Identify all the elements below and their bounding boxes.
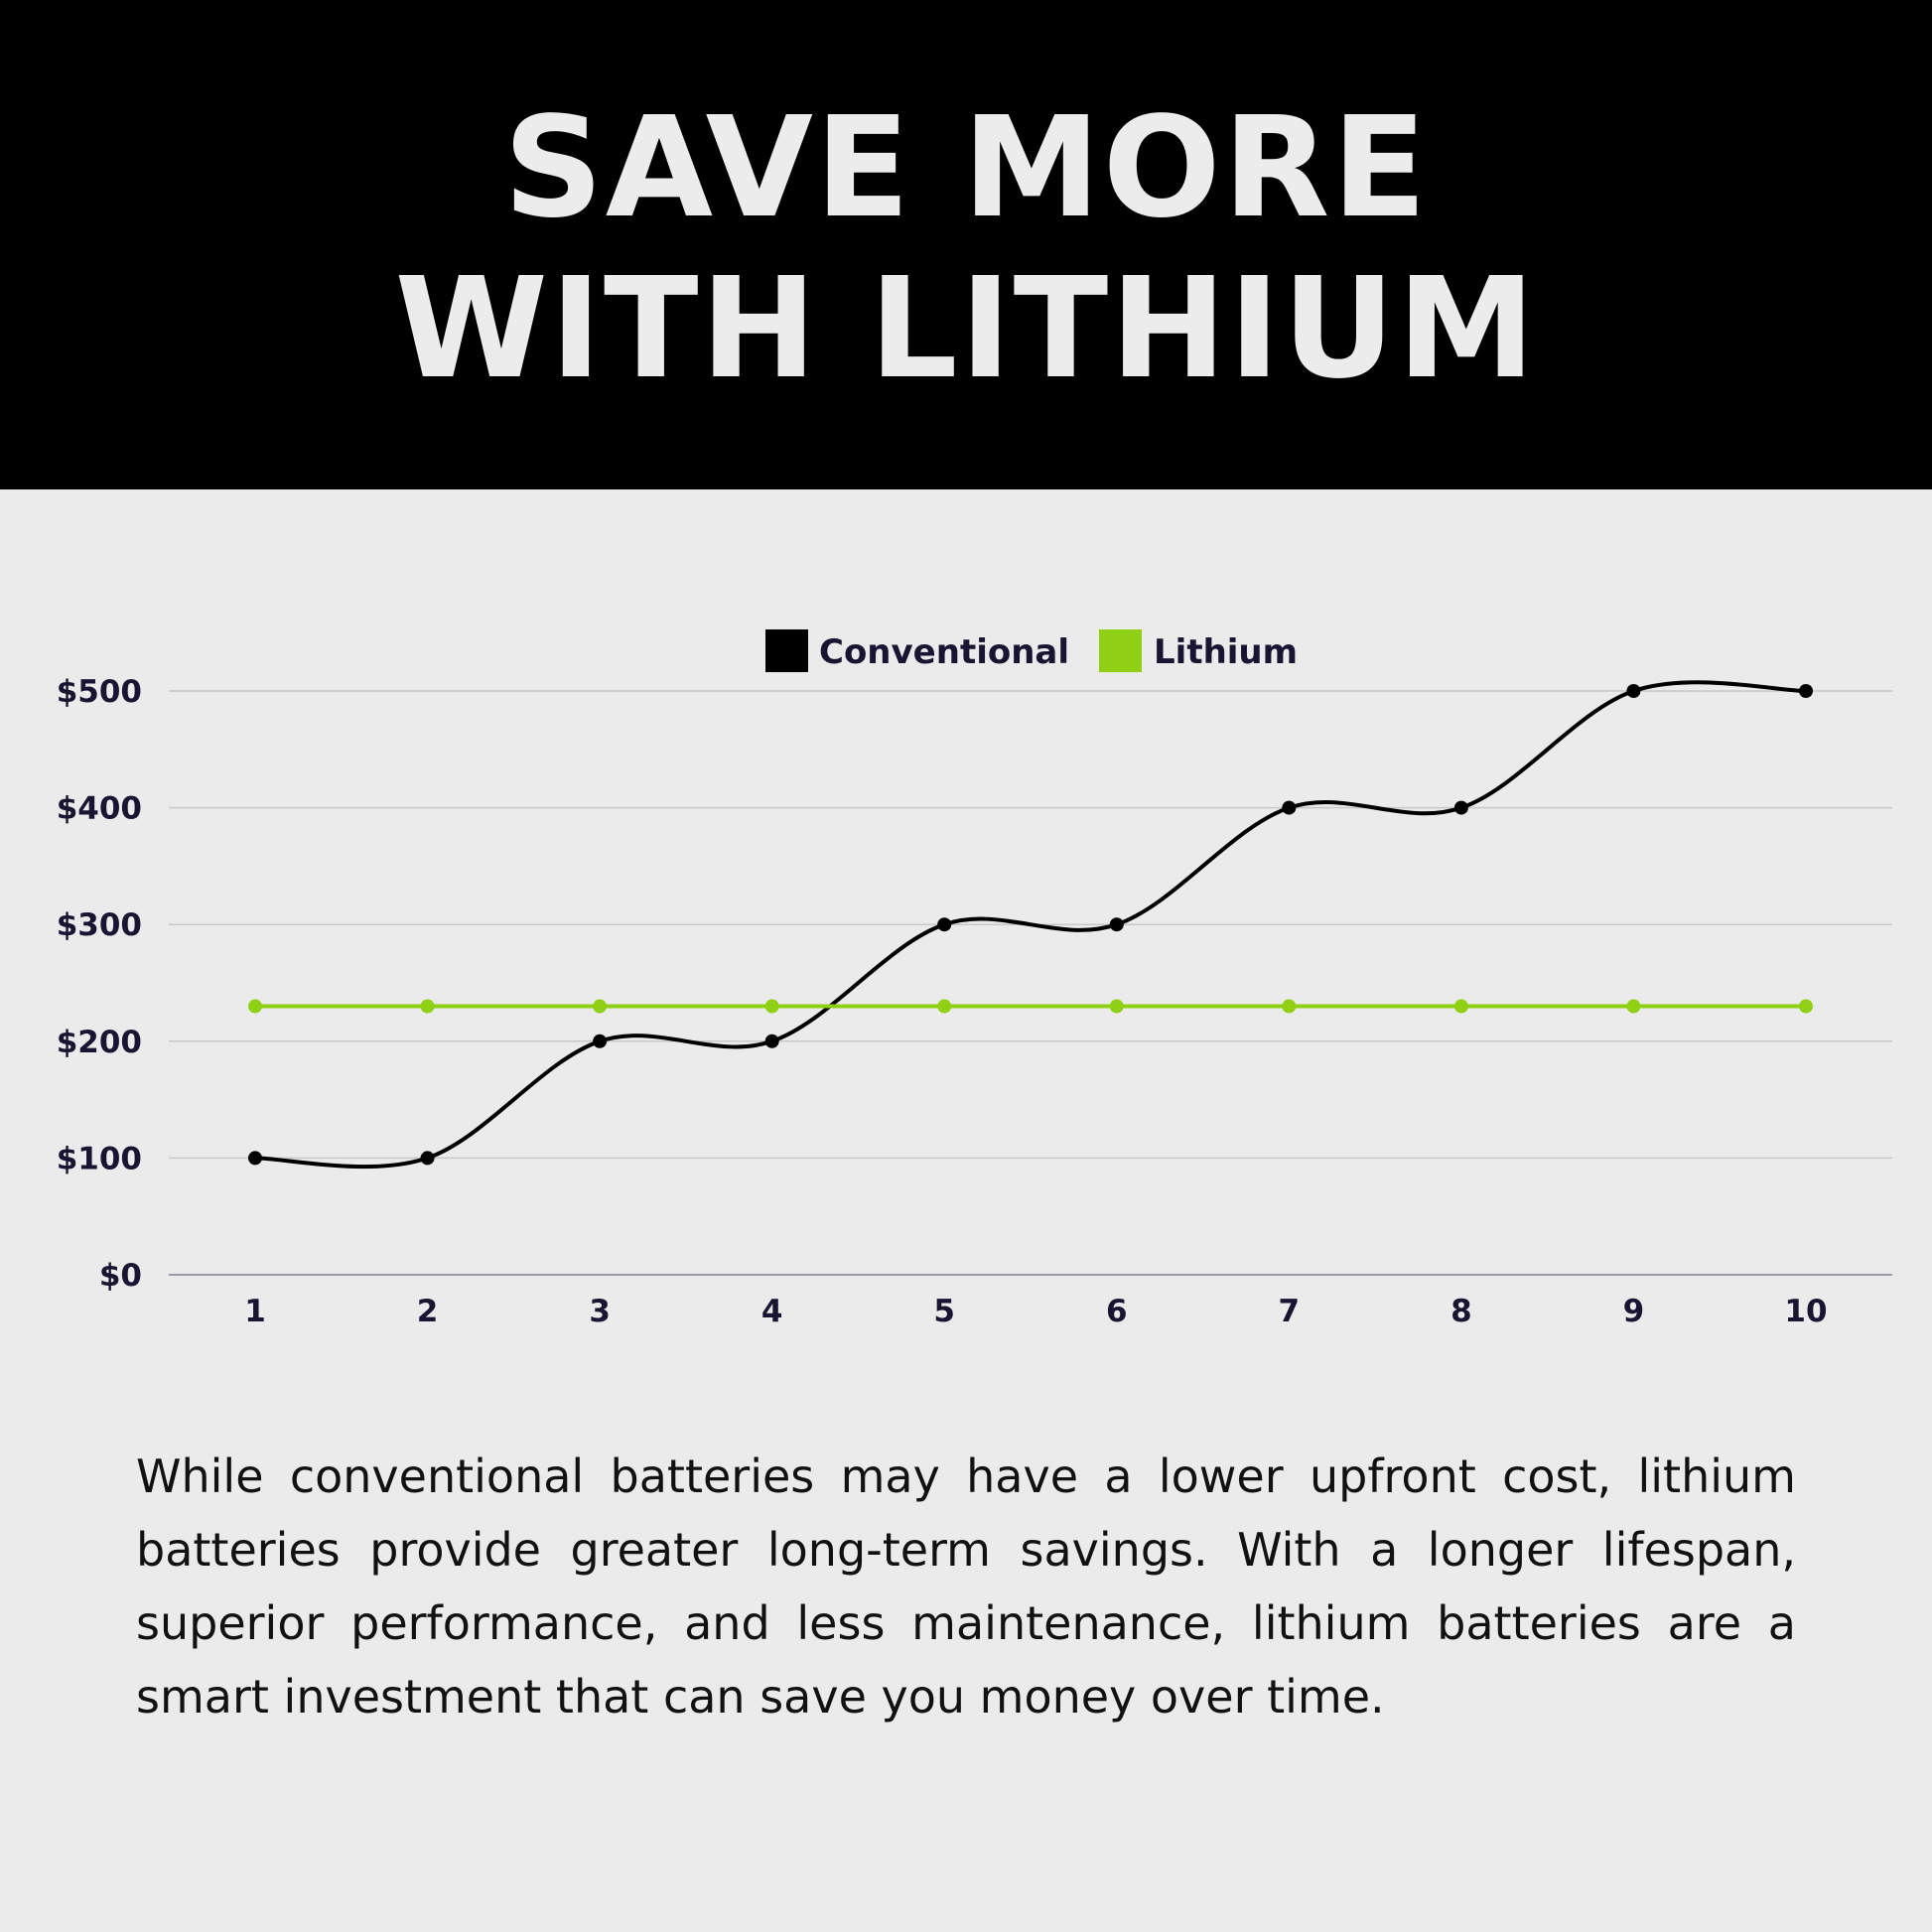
data-point-conventional (593, 1034, 608, 1048)
legend-swatch-conventional (765, 629, 808, 672)
data-point-conventional (248, 1151, 262, 1166)
x-tick-label: 1 (244, 1294, 266, 1329)
data-point-lithium (937, 999, 952, 1014)
x-tick-label: 5 (933, 1294, 955, 1329)
legend-label-lithium: Lithium (1154, 632, 1298, 672)
y-tick-label: $400 (57, 791, 142, 827)
y-tick-label: $300 (57, 907, 142, 943)
data-point-lithium (248, 999, 262, 1014)
data-point-conventional (1109, 917, 1124, 932)
x-tick-label: 9 (1623, 1294, 1645, 1329)
data-point-lithium (1453, 999, 1468, 1014)
y-tick-label: $100 (57, 1141, 142, 1176)
legend-label-conventional: Conventional (819, 632, 1069, 672)
data-point-lithium (1799, 999, 1813, 1014)
x-tick-label: 10 (1784, 1294, 1827, 1329)
data-point-conventional (1799, 684, 1813, 698)
title-line-1: SAVE MORE (502, 87, 1430, 249)
data-point-lithium (593, 999, 608, 1014)
y-tick-label: $500 (57, 674, 142, 710)
x-tick-label: 3 (589, 1294, 611, 1329)
description-paragraph: While conventional batteries may have a … (136, 1449, 1796, 1724)
title-line-2: WITH LITHIUM (394, 248, 1538, 410)
cost-chart: $0 $100 $200 $300 $400 $500 1 2 3 4 5 6 7 8 9 10 Convent… (57, 629, 1892, 1329)
data-point-conventional (937, 917, 952, 932)
data-point-lithium (764, 999, 779, 1014)
x-tick-label: 2 (417, 1294, 439, 1329)
y-tick-label: $200 (57, 1025, 142, 1060)
legend-swatch-lithium (1099, 629, 1142, 672)
data-point-lithium (1109, 999, 1124, 1014)
data-point-lithium (1282, 999, 1297, 1014)
data-point-lithium (420, 999, 435, 1014)
header-banner: SAVE MORE WITH LITHIUM (0, 0, 1932, 489)
x-tick-label: 6 (1106, 1294, 1128, 1329)
x-tick-label: 7 (1279, 1294, 1301, 1329)
data-point-conventional (764, 1034, 779, 1048)
x-tick-label: 8 (1450, 1294, 1472, 1329)
series-line-conventional (254, 680, 1807, 1170)
x-tick-label: 4 (761, 1294, 783, 1329)
data-point-conventional (1282, 800, 1297, 815)
data-point-conventional (1453, 800, 1468, 815)
data-point-conventional (1626, 684, 1641, 698)
data-point-conventional (420, 1151, 435, 1166)
y-tick-label: $0 (99, 1258, 142, 1294)
data-point-lithium (1626, 999, 1641, 1014)
